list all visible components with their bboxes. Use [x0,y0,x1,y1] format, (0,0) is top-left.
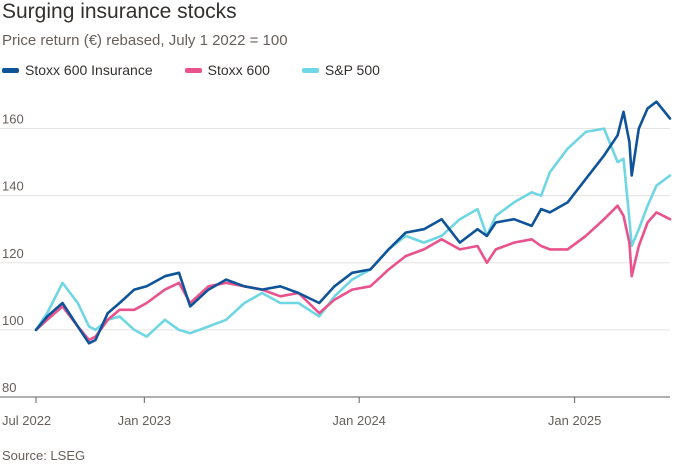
x-tick-label: Jan 2023 [118,413,172,428]
y-tick-label: 160 [2,112,24,127]
legend-item-insurance: Stoxx 600 Insurance [2,62,153,78]
legend-item-sp500: S&P 500 [301,62,380,78]
chart-title: Surging insurance stocks [2,0,237,23]
chart-grid: 80 100 120 140 160 [0,112,670,398]
y-tick-label: 80 [2,380,16,395]
chart-subtitle: Price return (€) rebased, July 1 2022 = … [2,32,288,49]
legend-label-stoxx600: Stoxx 600 [207,62,270,78]
legend-label-sp500: S&P 500 [324,62,380,78]
legend-swatch-insurance [2,67,19,73]
y-tick-label: 140 [2,179,24,194]
legend-label-insurance: Stoxx 600 Insurance [25,62,153,78]
chart-legend: Stoxx 600 Insurance Stoxx 600 S&P 500 [2,62,412,78]
y-tick-label: 100 [2,313,24,328]
legend-swatch-stoxx600 [184,67,202,73]
x-tick-label: Jan 2024 [332,413,386,428]
x-tick-label: Jul 2022 [2,413,51,428]
y-tick-label: 120 [2,246,24,261]
x-axis: Jul 2022 Jan 2023 Jan 2024 Jan 2025 [2,397,601,428]
chart-lines [34,100,672,345]
chart-source: Source: LSEG [2,448,86,463]
series-line-stoxx-600 [34,204,672,342]
legend-swatch-sp500 [301,67,319,73]
series-line-stoxx-600-insurance [34,100,672,345]
x-tick-label: Jan 2025 [548,413,602,428]
series-line-s-p-500 [34,127,672,338]
legend-item-stoxx600: Stoxx 600 [184,62,270,78]
